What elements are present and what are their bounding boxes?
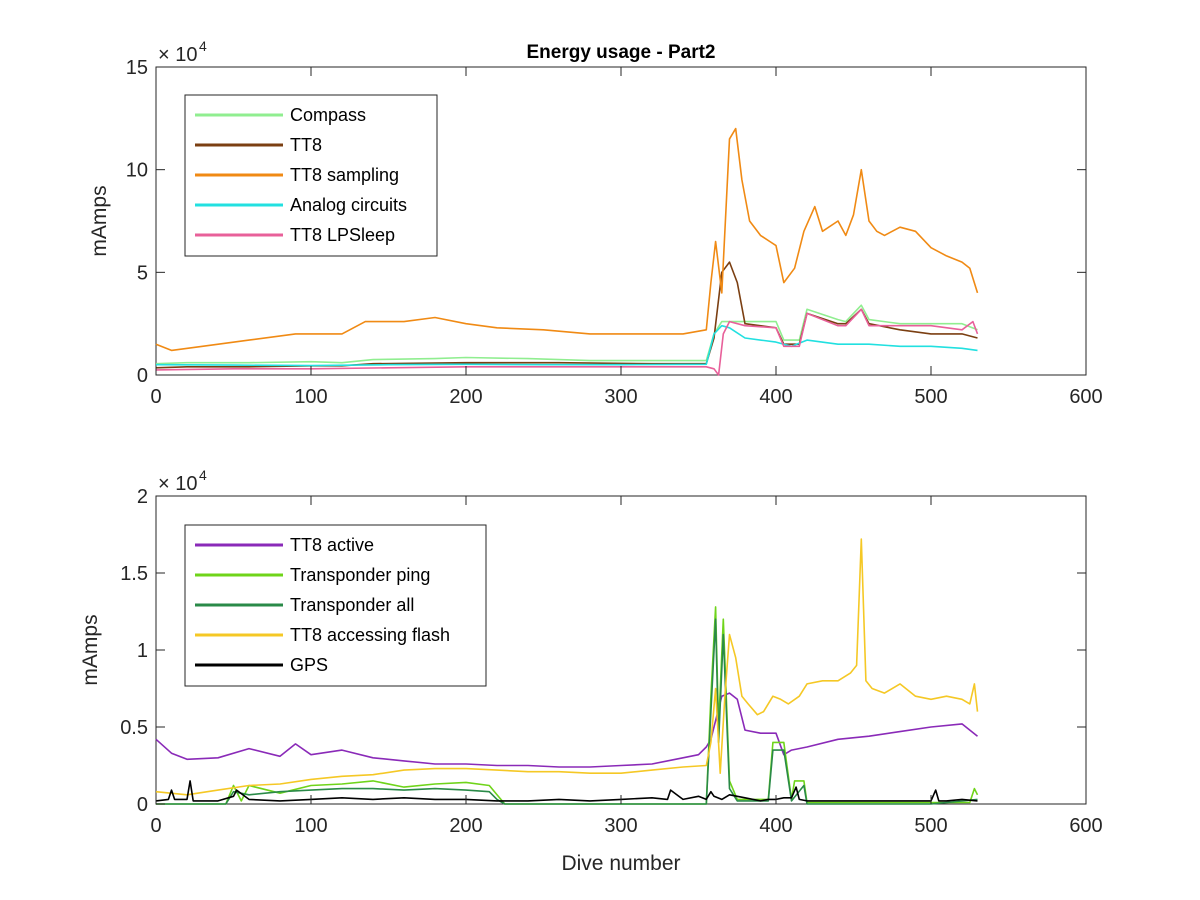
legend-label-tt8-lpsleep: TT8 LPSleep: [290, 225, 395, 245]
legend-label-transponder-all: Transponder all: [290, 595, 414, 615]
bottom-y-ticks: 0 0.5 1 1.5 2: [120, 486, 1086, 816]
bottom-y-exponent-base: × 10: [158, 473, 197, 495]
bottom-x-axis-label: Dive number: [561, 852, 680, 875]
bottom-y-tick-label: 1.5: [120, 563, 148, 585]
bottom-x-ticks: 0 100 200 300 400 500 600: [150, 496, 1103, 837]
bottom-y-tick-label: 0.5: [120, 717, 148, 739]
top-x-tick-label: 500: [914, 386, 947, 408]
bottom-y-exponent-power: 4: [199, 467, 207, 483]
bottom-x-tick-label: 100: [294, 815, 327, 837]
legend-label-compass: Compass: [290, 105, 366, 125]
top-x-tick-label: 400: [759, 386, 792, 408]
bottom-chart-energy-usage: mAmps Dive number × 10 4 0 100 200 300 400 50…: [79, 467, 1103, 875]
bottom-x-tick-label: 400: [759, 815, 792, 837]
top-y-tick-label: 15: [126, 57, 148, 79]
top-y-exponent-base: × 10: [158, 44, 197, 66]
bottom-x-tick-label: 200: [449, 815, 482, 837]
top-x-tick-label: 300: [604, 386, 637, 408]
series-line-gps: [155, 780, 978, 802]
legend-label-tt8-active: TT8 active: [290, 535, 374, 555]
legend-label-tt8-sampling: TT8 sampling: [290, 165, 399, 185]
top-y-tick-label: 0: [137, 365, 148, 387]
bottom-y-tick-label: 0: [137, 794, 148, 816]
bottom-y-exponent: × 10 4: [158, 467, 207, 495]
top-x-ticks: 0 100 200 300 400 500 600: [150, 67, 1103, 408]
bottom-y-axis-label: mAmps: [79, 614, 102, 685]
top-x-tick-label: 200: [449, 386, 482, 408]
legend-label-gps: GPS: [290, 655, 328, 675]
top-y-ticks: 0 5 10 15: [126, 57, 1086, 387]
top-x-tick-label: 0: [150, 386, 161, 408]
top-x-tick-label: 600: [1069, 386, 1102, 408]
top-y-exponent: × 10 4: [158, 38, 207, 66]
top-y-tick-label: 10: [126, 160, 148, 182]
legend-label-transponder-ping: Transponder ping: [290, 565, 430, 585]
top-chart-energy-usage: Energy usage - Part2 mAmps × 10 4 0 100 20…: [88, 38, 1103, 408]
bottom-x-tick-label: 0: [150, 815, 161, 837]
bottom-x-tick-label: 300: [604, 815, 637, 837]
top-legend: Compass TT8 TT8 sampling Analog circuits TT8…: [184, 94, 438, 257]
top-x-tick-label: 100: [294, 386, 327, 408]
series-line-tt8-active: [155, 692, 978, 768]
bottom-y-tick-label: 1: [137, 640, 148, 662]
bottom-legend: TT8 active Transponder ping Transponder al…: [184, 524, 487, 687]
series-line-tt8-lpsleep: [155, 308, 979, 376]
bottom-y-tick-label: 2: [137, 486, 148, 508]
legend-label-analog-circuits: Analog circuits: [290, 195, 407, 215]
top-series-group: [155, 127, 979, 376]
top-chart-title: Energy usage - Part2: [526, 42, 715, 63]
series-line-analog-circuits: [155, 324, 978, 367]
top-y-axis-label: mAmps: [88, 185, 111, 256]
series-line-compass: [155, 304, 978, 365]
bottom-x-tick-label: 500: [914, 815, 947, 837]
top-y-exponent-power: 4: [199, 38, 207, 54]
top-y-tick-label: 5: [137, 262, 148, 284]
series-line-tt8-sampling: [155, 127, 979, 352]
series-line-tt8-accessing-flash: [155, 538, 979, 796]
legend-label-tt8-accessing-flash: TT8 accessing flash: [290, 625, 450, 645]
bottom-x-tick-label: 600: [1069, 815, 1102, 837]
legend-label-tt8: TT8: [290, 135, 322, 155]
